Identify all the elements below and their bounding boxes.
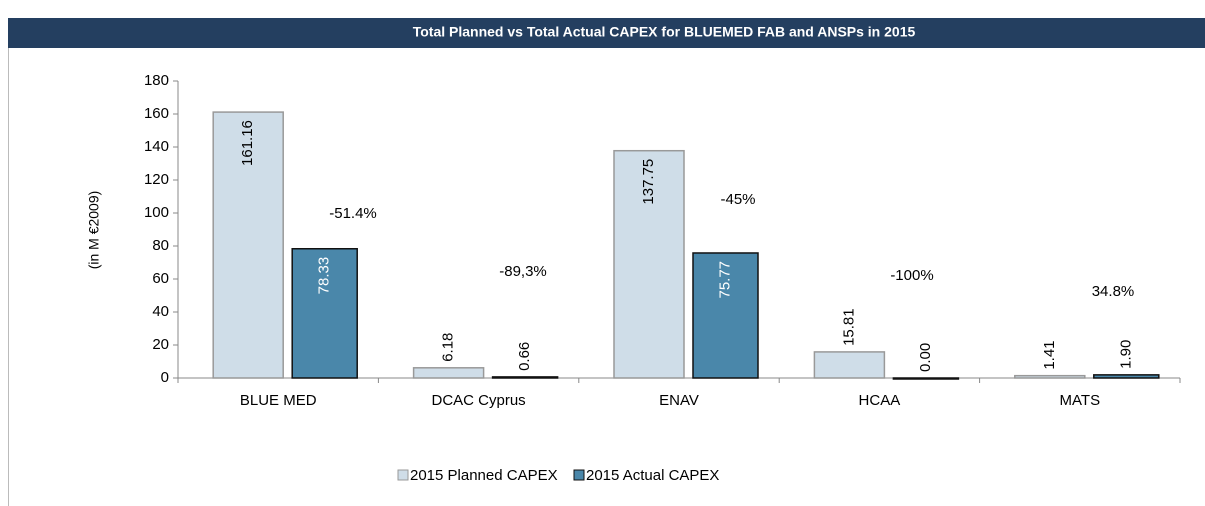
y-axis-label: (in M €2009) (86, 191, 102, 270)
value-label: 15.81 (840, 308, 857, 346)
bar (412, 367, 485, 379)
bar (692, 252, 759, 379)
value-label: 75.77 (716, 261, 733, 299)
bar (813, 351, 886, 379)
x-tick-label: BLUE MED (240, 392, 317, 409)
value-label: 1.90 (1117, 340, 1134, 369)
annotation: -51.4% (329, 205, 377, 222)
annotation: -89,3% (499, 263, 547, 280)
y-tick-label: 20 (152, 336, 169, 353)
annotation: 34.8% (1092, 283, 1135, 300)
bar (1093, 374, 1160, 379)
annotation: -100% (890, 267, 933, 284)
y-tick-label: 80 (152, 237, 169, 254)
y-tick-label: 40 (152, 303, 169, 320)
y-tick-label: 0 (161, 369, 169, 386)
bar (1014, 374, 1086, 379)
chart-title: Total Planned vs Total Actual CAPEX for … (413, 24, 916, 40)
legend-swatch (397, 469, 409, 481)
y-tick-label: 100 (144, 204, 169, 221)
y-tick-label: 160 (144, 105, 169, 122)
value-label: 78.33 (316, 257, 333, 295)
value-label: 137.75 (640, 159, 657, 205)
y-tick-label: 120 (144, 171, 169, 188)
y-tick-label: 180 (144, 72, 169, 89)
bar (892, 377, 960, 380)
value-label: 0.00 (917, 343, 934, 372)
value-label: 161.16 (239, 120, 256, 166)
title-bar (8, 18, 1205, 48)
y-tick-label: 60 (152, 270, 169, 287)
y-tick-label: 140 (144, 138, 169, 155)
legend-label: 2015 Actual CAPEX (586, 467, 719, 484)
x-tick-label: MATS (1060, 392, 1101, 409)
legend-label: 2015 Planned CAPEX (410, 467, 558, 484)
value-label: 0.66 (516, 342, 533, 371)
x-tick-label: HCAA (859, 392, 901, 409)
bar (613, 149, 685, 379)
bar (291, 248, 358, 379)
legend-swatch (573, 469, 585, 481)
bar (212, 111, 284, 379)
x-tick-label: DCAC Cyprus (432, 392, 526, 409)
annotation: -45% (720, 191, 755, 208)
value-label: 1.41 (1041, 340, 1058, 369)
bar (491, 376, 559, 379)
value-label: 6.18 (440, 333, 457, 362)
x-tick-label: ENAV (659, 392, 699, 409)
